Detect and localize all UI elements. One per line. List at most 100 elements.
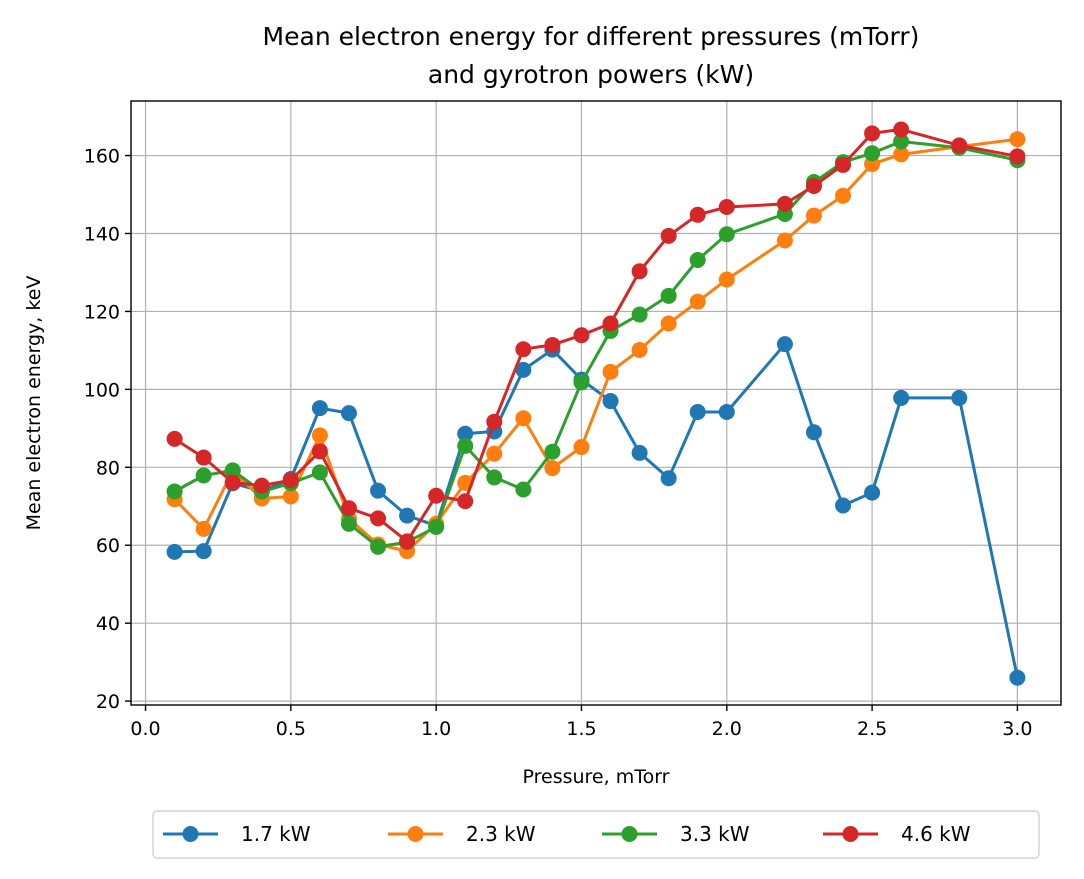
data-point: [515, 481, 532, 498]
data-point: [718, 198, 735, 215]
series-line: [173, 140, 1018, 549]
data-point: [544, 336, 561, 353]
x-tick-label: 1.0: [421, 718, 451, 740]
data-point: [486, 445, 503, 462]
data-point: [428, 518, 445, 535]
legend: 1.7 kW 2.3 kW 3.3 kW 4.6 kW: [152, 810, 1040, 859]
data-point: [893, 389, 910, 406]
series-1-7-kw: [166, 336, 1026, 686]
data-point: [370, 510, 387, 527]
y-tick-label: 140: [84, 223, 120, 245]
y-tick-label: 120: [84, 301, 120, 323]
data-point: [544, 460, 561, 477]
chart-title-line-2: and gyrotron powers (kW): [428, 60, 754, 89]
data-point: [370, 538, 387, 555]
data-point: [660, 315, 677, 332]
data-point: [457, 493, 474, 510]
data-point: [660, 227, 677, 244]
data-point: [864, 125, 881, 142]
data-point: [718, 271, 735, 288]
data-point: [515, 410, 532, 427]
data-point: [660, 287, 677, 304]
data-point: [282, 488, 299, 505]
data-point: [631, 342, 648, 359]
y-tick-label: 60: [96, 535, 120, 557]
legend-box: [152, 810, 1040, 859]
y-tick-label: 100: [84, 379, 120, 401]
x-tick-label: 3.0: [1002, 718, 1032, 740]
x-axis-label: Pressure, mTorr: [522, 766, 669, 788]
legend-marker: [182, 826, 199, 842]
y-tick-label: 20: [96, 691, 120, 713]
axis-ticks: 0.0 0.5 1.0 1.5 2.0 2.5 3.0 20 40 60 80 100 120 140 16…: [84, 146, 1033, 740]
data-point: [166, 483, 183, 500]
data-point: [631, 263, 648, 280]
data-point: [689, 206, 706, 223]
x-tick-label: 1.5: [566, 718, 596, 740]
x-tick-label: 0.5: [276, 718, 306, 740]
legend-entry: 4.6 kW: [823, 822, 971, 846]
data-point: [805, 207, 822, 224]
y-axis-label: Mean electron energy, keV: [23, 276, 45, 531]
data-point: [340, 515, 357, 532]
legend-marker: [621, 826, 638, 842]
data-point: [282, 472, 299, 489]
data-point: [311, 400, 328, 417]
data-point: [195, 449, 212, 466]
data-point: [573, 374, 590, 391]
data-point: [631, 306, 648, 323]
data-point: [399, 507, 416, 524]
data-point: [602, 315, 619, 332]
data-point: [486, 413, 503, 430]
data-point: [1009, 669, 1026, 686]
legend-entry: 2.3 kW: [388, 822, 536, 846]
data-point: [515, 361, 532, 378]
data-point: [835, 187, 852, 204]
data-point: [718, 403, 735, 420]
data-point: [253, 477, 270, 494]
data-point: [457, 437, 474, 454]
series-line: [173, 137, 1018, 553]
plot-series: [166, 121, 1026, 686]
data-point: [602, 393, 619, 410]
data-point: [951, 137, 968, 154]
data-point: [893, 121, 910, 138]
series-2-3-kw: [166, 131, 1026, 560]
data-point: [311, 443, 328, 460]
x-tick-label: 2.5: [857, 718, 887, 740]
legend-label: 2.3 kW: [466, 822, 536, 846]
data-point: [631, 444, 648, 461]
legend-label: 4.6 kW: [901, 822, 971, 846]
data-point: [893, 133, 910, 150]
data-point: [689, 293, 706, 310]
data-point: [776, 232, 793, 249]
data-point: [864, 484, 881, 501]
legend-label: 1.7 kW: [241, 822, 311, 846]
grid: [131, 101, 1061, 705]
chart-title-line-1: Mean electron energy for different press…: [263, 22, 920, 51]
data-point: [515, 341, 532, 358]
data-point: [457, 425, 474, 442]
data-point: [311, 427, 328, 444]
x-tick-label: 0.0: [130, 718, 160, 740]
data-point: [224, 474, 241, 491]
data-point: [805, 177, 822, 194]
legend-label: 3.3 kW: [680, 822, 750, 846]
plot-frame: [130, 100, 1062, 706]
data-point: [340, 405, 357, 422]
data-point: [805, 424, 822, 441]
legend-marker: [407, 826, 424, 842]
data-point: [573, 327, 590, 344]
data-point: [689, 403, 706, 420]
y-tick-label: 40: [96, 613, 120, 635]
data-point: [776, 195, 793, 212]
data-point: [166, 430, 183, 447]
data-point: [195, 467, 212, 484]
data-point: [340, 500, 357, 517]
y-tick-label: 80: [96, 457, 120, 479]
data-point: [573, 439, 590, 456]
data-point: [428, 487, 445, 504]
data-point: [311, 464, 328, 481]
data-point: [864, 145, 881, 162]
data-point: [544, 443, 561, 460]
